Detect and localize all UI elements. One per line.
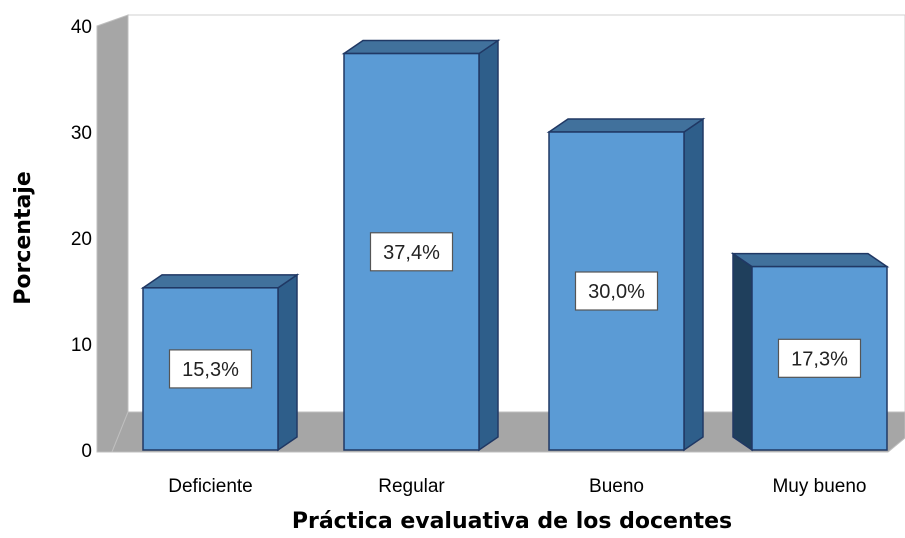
y-axis-title: Porcentaje — [11, 171, 36, 305]
x-category-label: Muy bueno — [772, 476, 866, 497]
bar-top-face — [140, 274, 300, 289]
side-wall — [96, 14, 129, 453]
data-label-text: 30,0% — [588, 281, 645, 303]
data-label-text: 37,4% — [383, 242, 440, 264]
bar-series — [140, 39, 890, 452]
data-label-box: 30,0% — [574, 271, 659, 311]
data-labels: 15,3% 37,4% 30,0% 17,3% — [168, 232, 862, 389]
bar-top-face — [546, 118, 706, 133]
data-label-text: 17,3% — [791, 348, 848, 370]
x-category-label: Regular — [378, 476, 445, 497]
bar-side-face — [478, 39, 499, 452]
data-label-box: 17,3% — [777, 338, 862, 378]
y-tick-label: 20 — [71, 229, 92, 250]
y-tick-label: 30 — [71, 123, 92, 144]
y-tick-label: 40 — [71, 17, 92, 38]
x-axis-category-labels: Deficiente Regular Bueno Muy bueno — [168, 476, 866, 497]
chart-walls — [96, 14, 905, 453]
y-tick-label: 10 — [71, 335, 92, 356]
data-label-box: 15,3% — [168, 349, 253, 389]
bar-top-face — [730, 252, 890, 268]
x-category-label: Deficiente — [168, 476, 253, 497]
bar-side-face — [683, 117, 704, 452]
x-category-label: Bueno — [589, 476, 644, 497]
bar-side-face — [277, 273, 298, 452]
y-tick-label: 0 — [81, 441, 92, 462]
data-label-text: 15,3% — [182, 359, 239, 381]
bar-side-face — [732, 252, 753, 452]
data-label-box: 37,4% — [369, 232, 454, 272]
y-axis-ticks: 0 10 20 30 40 — [71, 17, 92, 462]
bar-top-face — [341, 39, 501, 55]
x-axis-title: Práctica evaluativa de los docentes — [292, 509, 732, 534]
